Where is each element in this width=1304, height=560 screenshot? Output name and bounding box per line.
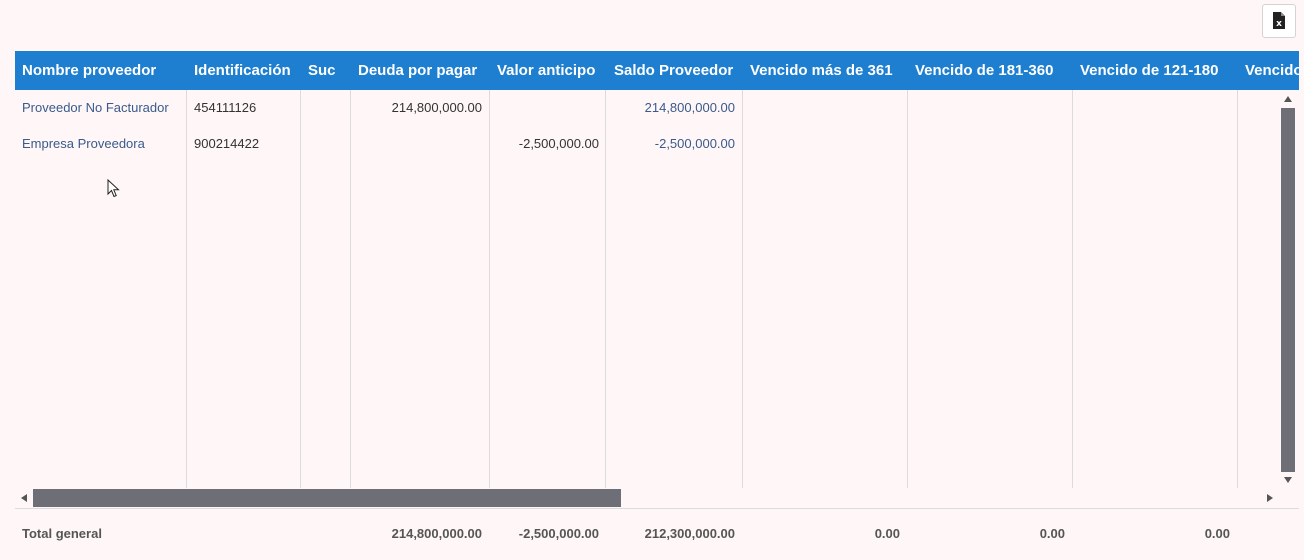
- cell-identificacion: 454111126: [194, 100, 257, 115]
- column-divider: [742, 90, 743, 488]
- column-divider: [350, 90, 351, 488]
- horizontal-scrollbar[interactable]: [15, 488, 1279, 508]
- total-deuda: 214,800,000.00: [391, 526, 482, 541]
- cell-deuda: 214,800,000.00: [391, 100, 482, 115]
- total-vencido-121-180: 0.00: [1204, 526, 1230, 541]
- column-header-vencido-121-180[interactable]: Vencido de 121-180: [1080, 62, 1219, 79]
- column-header-deuda[interactable]: Deuda por pagar: [358, 62, 478, 79]
- vertical-scroll-thumb[interactable]: [1281, 108, 1295, 472]
- cell-anticipo: [490, 98, 599, 118]
- column-divider: [1072, 90, 1073, 488]
- total-anticipo: -2,500,000.00: [518, 526, 599, 541]
- column-divider: [605, 90, 606, 488]
- svg-text:x: x: [1276, 19, 1282, 29]
- vertical-scrollbar[interactable]: [1279, 90, 1297, 488]
- excel-export-button[interactable]: x: [1262, 4, 1296, 38]
- column-header-anticipo[interactable]: Valor anticipo: [497, 62, 596, 79]
- excel-export-icon: x: [1273, 12, 1285, 29]
- column-header-nombre[interactable]: Nombre proveedor: [22, 62, 157, 79]
- total-saldo: 212,300,000.00: [644, 526, 735, 541]
- cell-deuda: [351, 134, 482, 154]
- footer-divider: [15, 508, 1299, 509]
- cell-nombre[interactable]: Proveedor No Facturador: [22, 100, 169, 115]
- total-label: Total general: [22, 526, 102, 541]
- total-vencido-361: 0.00: [874, 526, 900, 541]
- column-divider: [489, 90, 490, 488]
- column-divider: [907, 90, 908, 488]
- column-header-vencido-181-360[interactable]: Vencido de 181-360: [915, 62, 1054, 79]
- column-divider: [1237, 90, 1238, 488]
- scroll-left-arrow-icon[interactable]: [21, 494, 27, 502]
- horizontal-scroll-thumb[interactable]: [33, 489, 621, 507]
- scroll-right-arrow-icon[interactable]: [1267, 494, 1273, 502]
- grid-header: Nombre proveedor Identificación Suc Deud…: [15, 51, 1299, 90]
- column-header-vencido-partial[interactable]: Vencido: [1245, 62, 1299, 79]
- column-header-identificacion[interactable]: Identificación: [194, 62, 291, 79]
- scroll-down-arrow-icon[interactable]: [1284, 477, 1292, 483]
- column-header-saldo[interactable]: Saldo Proveedor: [614, 62, 734, 79]
- scroll-up-arrow-icon[interactable]: [1284, 96, 1292, 102]
- cell-saldo[interactable]: 214,800,000.00: [644, 100, 735, 115]
- total-vencido-181-360: 0.00: [1039, 526, 1065, 541]
- column-header-vencido-361[interactable]: Vencido más de 361: [750, 62, 893, 79]
- data-grid: Nombre proveedor Identificación Suc Deud…: [15, 51, 1299, 488]
- cell-identificacion: 900214422: [194, 136, 260, 151]
- column-divider: [186, 90, 187, 488]
- cell-nombre[interactable]: Empresa Proveedora: [22, 136, 145, 151]
- column-divider: [300, 90, 301, 488]
- mouse-pointer-icon: [107, 179, 120, 198]
- cell-saldo[interactable]: -2,500,000.00: [654, 136, 735, 151]
- column-header-suc[interactable]: Suc: [308, 62, 336, 79]
- cell-anticipo: -2,500,000.00: [518, 136, 599, 151]
